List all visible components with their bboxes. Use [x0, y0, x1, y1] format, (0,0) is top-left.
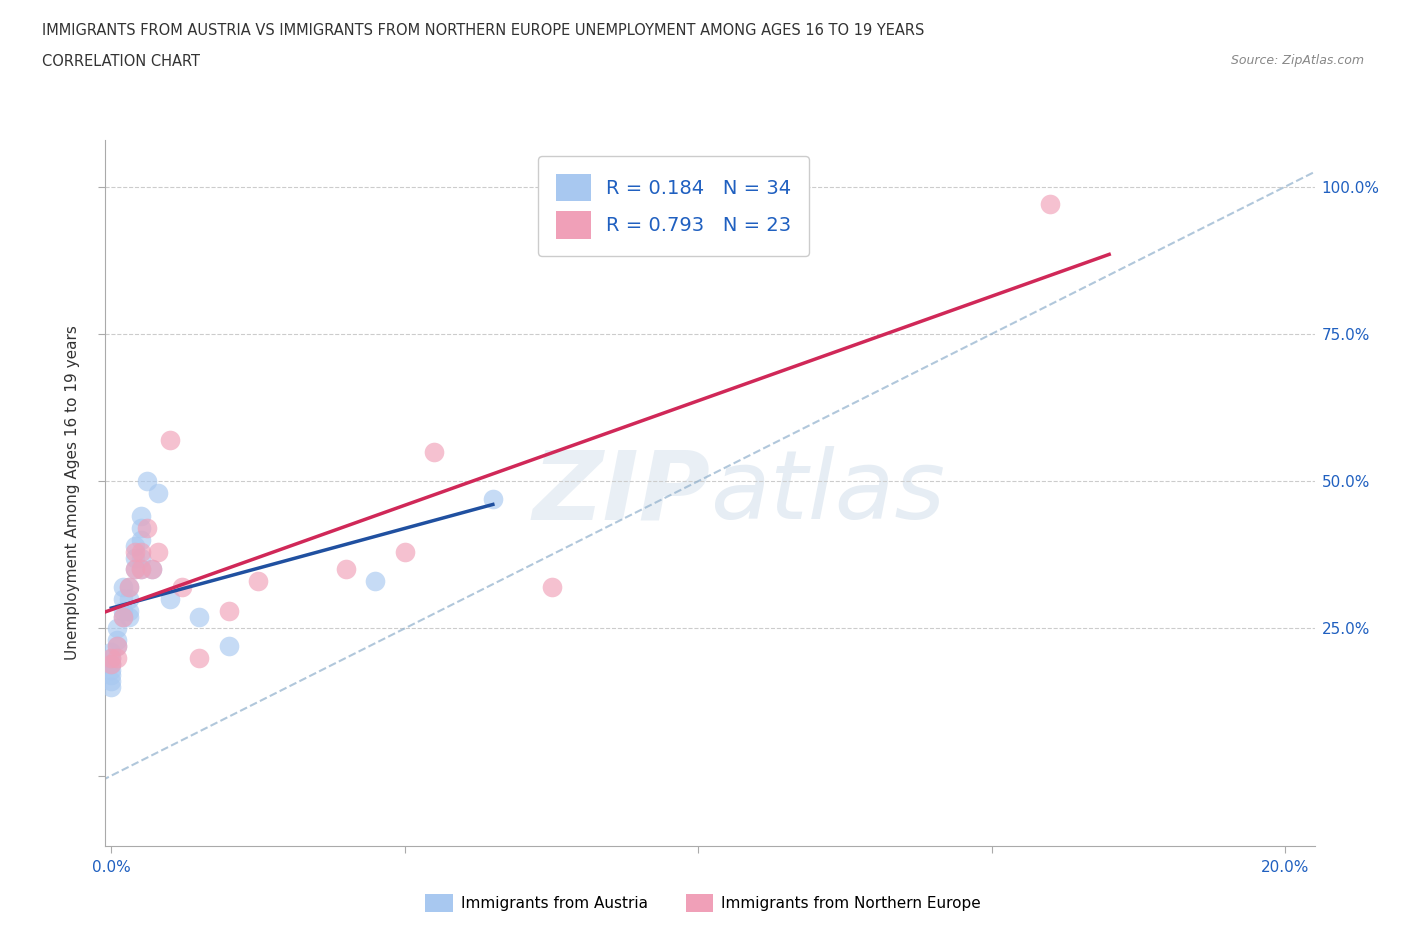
Point — [394, 544, 416, 559]
Point — [112, 609, 135, 624]
Point — [100, 644, 122, 659]
Point — [100, 662, 122, 677]
Point — [100, 650, 122, 665]
Point — [129, 551, 152, 565]
Point — [105, 650, 128, 665]
Legend: R = 0.184   N = 34, R = 0.793   N = 23: R = 0.184 N = 34, R = 0.793 N = 23 — [538, 156, 808, 256]
Point — [118, 609, 141, 624]
Point — [100, 668, 122, 683]
Point — [159, 591, 181, 606]
Legend: Immigrants from Austria, Immigrants from Northern Europe: Immigrants from Austria, Immigrants from… — [419, 888, 987, 918]
Point — [105, 639, 128, 654]
Text: IMMIGRANTS FROM AUSTRIA VS IMMIGRANTS FROM NORTHERN EUROPE UNEMPLOYMENT AMONG AG: IMMIGRANTS FROM AUSTRIA VS IMMIGRANTS FR… — [42, 23, 925, 38]
Point — [118, 604, 141, 618]
Point — [129, 562, 152, 577]
Point — [170, 579, 193, 594]
Point — [148, 544, 170, 559]
Point — [118, 579, 141, 594]
Point — [105, 621, 128, 636]
Point — [100, 674, 122, 689]
Point — [100, 650, 122, 665]
Point — [112, 579, 135, 594]
Point — [218, 604, 240, 618]
Point — [129, 521, 152, 536]
Point — [105, 639, 128, 654]
Point — [423, 445, 446, 459]
Point — [124, 544, 146, 559]
Point — [118, 591, 141, 606]
Point — [188, 609, 211, 624]
Text: ZIP: ZIP — [531, 446, 710, 539]
Point — [124, 538, 146, 553]
Point — [129, 509, 152, 524]
Point — [335, 562, 357, 577]
Point — [129, 544, 152, 559]
Point — [112, 604, 135, 618]
Point — [124, 551, 146, 565]
Point — [141, 562, 163, 577]
Point — [218, 639, 240, 654]
Point — [100, 657, 122, 671]
Point — [135, 521, 157, 536]
Point — [1039, 197, 1062, 212]
Text: atlas: atlas — [710, 446, 945, 539]
Text: CORRELATION CHART: CORRELATION CHART — [42, 54, 200, 69]
Point — [124, 562, 146, 577]
Point — [100, 657, 122, 671]
Point — [129, 533, 152, 548]
Point — [247, 574, 270, 589]
Point — [112, 591, 135, 606]
Point — [159, 432, 181, 447]
Point — [188, 650, 211, 665]
Point — [118, 579, 141, 594]
Point — [129, 562, 152, 577]
Point — [100, 680, 122, 695]
Point — [141, 562, 163, 577]
Point — [148, 485, 170, 500]
Point — [482, 491, 505, 506]
Y-axis label: Unemployment Among Ages 16 to 19 years: Unemployment Among Ages 16 to 19 years — [65, 326, 80, 660]
Point — [540, 579, 562, 594]
Point — [112, 609, 135, 624]
Point — [135, 473, 157, 488]
Text: Source: ZipAtlas.com: Source: ZipAtlas.com — [1230, 54, 1364, 67]
Point — [364, 574, 387, 589]
Point — [124, 562, 146, 577]
Point — [105, 632, 128, 647]
